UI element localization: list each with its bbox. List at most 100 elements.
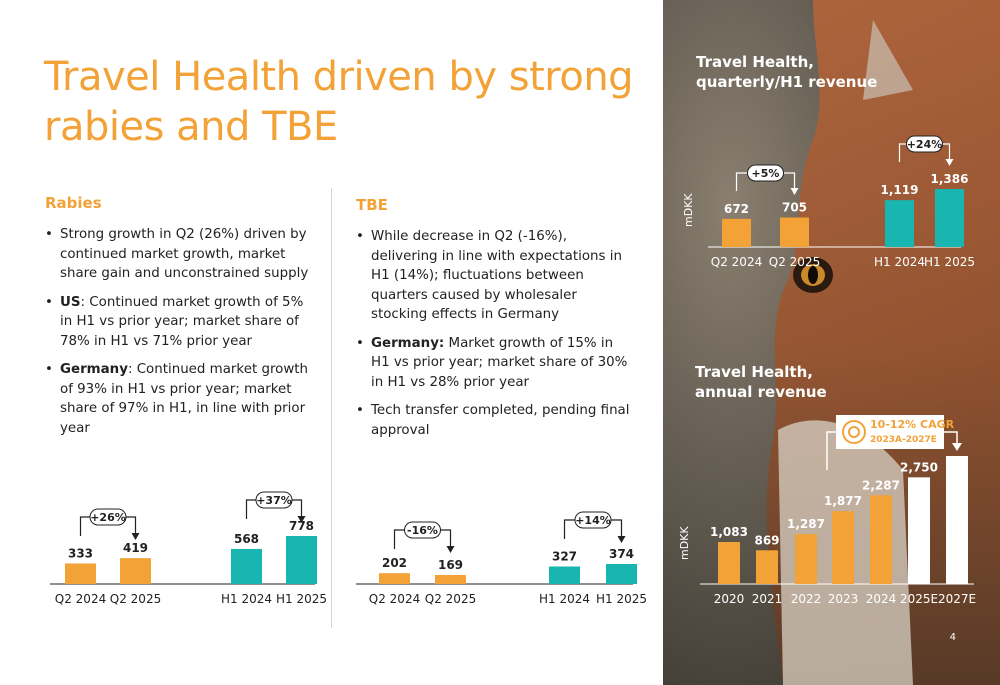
arrow-head: [790, 188, 799, 195]
rabies-heading: Rabies: [45, 194, 102, 212]
rabies-bullet: Germany: Continued market growth of 93% …: [45, 360, 310, 438]
category-label: H1 2024: [539, 592, 590, 606]
target-icon: [842, 420, 866, 444]
bar: [65, 563, 96, 584]
bar: [885, 200, 914, 247]
tbe-bullet-list: While decrease in Q2 (-16%), delivering …: [356, 227, 634, 449]
value-label: 778: [289, 519, 314, 533]
tbe-bullet-text: Market growth of 15% in H1 vs prior year…: [371, 335, 628, 390]
value-label: 374: [609, 547, 634, 561]
value-label: 1,386: [931, 172, 969, 186]
quarterly-panel-title: Travel Health, quarterly/H1 revenue: [696, 52, 877, 92]
growth-label: +26%: [90, 511, 126, 524]
growth-annotation: -16%: [393, 521, 455, 553]
bar: [935, 189, 964, 247]
bar: [231, 548, 262, 584]
growth-pill: [255, 491, 293, 509]
tbe-bullet-text: Tech transfer completed, pending final a…: [371, 403, 630, 438]
growth-label: +24%: [907, 138, 943, 151]
category-label: Q2 2025: [425, 592, 476, 606]
bar: [756, 550, 778, 584]
y-axis-label: mDKK: [678, 526, 691, 560]
y-axis-label: mDKK: [682, 193, 695, 227]
cagr-label: 10-12% CAGR: [870, 418, 955, 431]
rabies-bullet: US: Continued market growth of 5% in H1 …: [45, 293, 310, 352]
rabies-bullet-text: : Continued market growth of 5% in H1 vs…: [60, 294, 304, 349]
bar: [870, 495, 892, 584]
tbe-bar-chart: 202 Q2 2024 169 Q2 2025 327 H1 2024 374 H1 2025…: [356, 511, 647, 606]
tbe-bullet: Tech transfer completed, pending final a…: [356, 401, 634, 440]
category-label: H1 2025: [276, 592, 327, 606]
value-label: 1,877: [824, 494, 862, 508]
bar: [795, 534, 817, 584]
growth-pill: [89, 508, 127, 526]
category-label: Q2 2025: [110, 592, 161, 606]
page-title: Travel Health driven by strong rabies an…: [44, 54, 634, 150]
value-label: 169: [438, 558, 463, 572]
growth-pill: [574, 511, 612, 529]
growth-annotation: +14%: [563, 511, 626, 543]
value-label: 869: [754, 533, 779, 547]
bar: [286, 536, 317, 584]
fox-photo-panel: Travel Health, quarterly/H1 revenue 672 Q…: [663, 0, 1000, 685]
annual-title-line-2: annual revenue: [695, 383, 827, 401]
category-label: 2021: [752, 592, 783, 606]
category-label: 2027E: [938, 592, 976, 606]
category-label: 2023: [828, 592, 859, 606]
tbe-bullet-text: While decrease in Q2 (-16%), delivering …: [371, 229, 622, 322]
bar: [946, 456, 968, 584]
bar: [379, 573, 410, 584]
tbe-bullet-bold: Germany:: [371, 335, 445, 351]
growth-annotation: +37%: [245, 491, 306, 523]
bar: [718, 541, 740, 584]
category-label: H1 2025: [596, 592, 647, 606]
value-label: 202: [382, 556, 407, 570]
category-label: Q2 2024: [55, 592, 106, 606]
category-label: 2025E: [900, 592, 938, 606]
value-label: 419: [123, 541, 148, 555]
cagr-annotation: 10-12% CAGR 2023A-2027E: [826, 415, 962, 470]
arrow-head: [945, 159, 954, 166]
tbe-bullet: While decrease in Q2 (-16%), delivering …: [356, 227, 634, 325]
value-label: 568: [234, 532, 259, 546]
arrow-head: [617, 536, 626, 543]
rabies-bullet-bold: Germany: [60, 362, 128, 377]
category-label: 2020: [714, 592, 745, 606]
value-label: 1,083: [710, 525, 748, 539]
page-number: 4: [949, 632, 956, 643]
rabies-bullet-text: Strong growth in Q2 (26%) driven by cont…: [60, 227, 309, 281]
value-label: 1,119: [881, 183, 919, 197]
bar: [606, 564, 637, 584]
growth-label: +5%: [752, 167, 780, 180]
value-label: 705: [782, 200, 807, 214]
bar: [908, 477, 930, 584]
growth-label: +14%: [575, 514, 611, 527]
rabies-bullet-bold: US: [60, 294, 81, 310]
category-label: Q2 2024: [711, 255, 762, 269]
growth-label: +37%: [256, 494, 292, 507]
category-label: 2022: [791, 592, 822, 606]
bar: [832, 511, 854, 584]
tbe-bullet: Germany: Market growth of 15% in H1 vs p…: [356, 334, 634, 393]
quarterly-bar-chart: 672 Q2 2024 705 Q2 2025 1,119 H1 2024 1,386 H1 …: [682, 135, 975, 269]
category-label: 2024: [866, 592, 897, 606]
value-label: 2,287: [862, 478, 900, 492]
column-divider: [331, 188, 332, 628]
cagr-period: 2023A-2027E: [870, 435, 937, 445]
rabies-bullet-list: Strong growth in Q2 (26%) driven by cont…: [45, 225, 310, 447]
bar: [722, 218, 751, 247]
value-label: 327: [552, 550, 577, 564]
growth-pill: [404, 521, 441, 539]
rabies-bullet: Strong growth in Q2 (26%) driven by cont…: [45, 225, 310, 284]
rabies-bullet-text: : Continued market growth of 93% in H1 v…: [60, 362, 309, 436]
annual-panel-title: Travel Health, annual revenue: [695, 362, 827, 402]
value-label: 2,750: [900, 460, 938, 474]
category-label: Q2 2024: [369, 592, 420, 606]
arrow-head: [131, 533, 140, 540]
quarterly-title-line-2: quarterly/H1 revenue: [696, 73, 878, 91]
growth-pill: [906, 135, 943, 153]
value-label: 333: [68, 546, 93, 560]
category-label: H1 2025: [924, 255, 975, 269]
arrow-head: [297, 516, 306, 523]
